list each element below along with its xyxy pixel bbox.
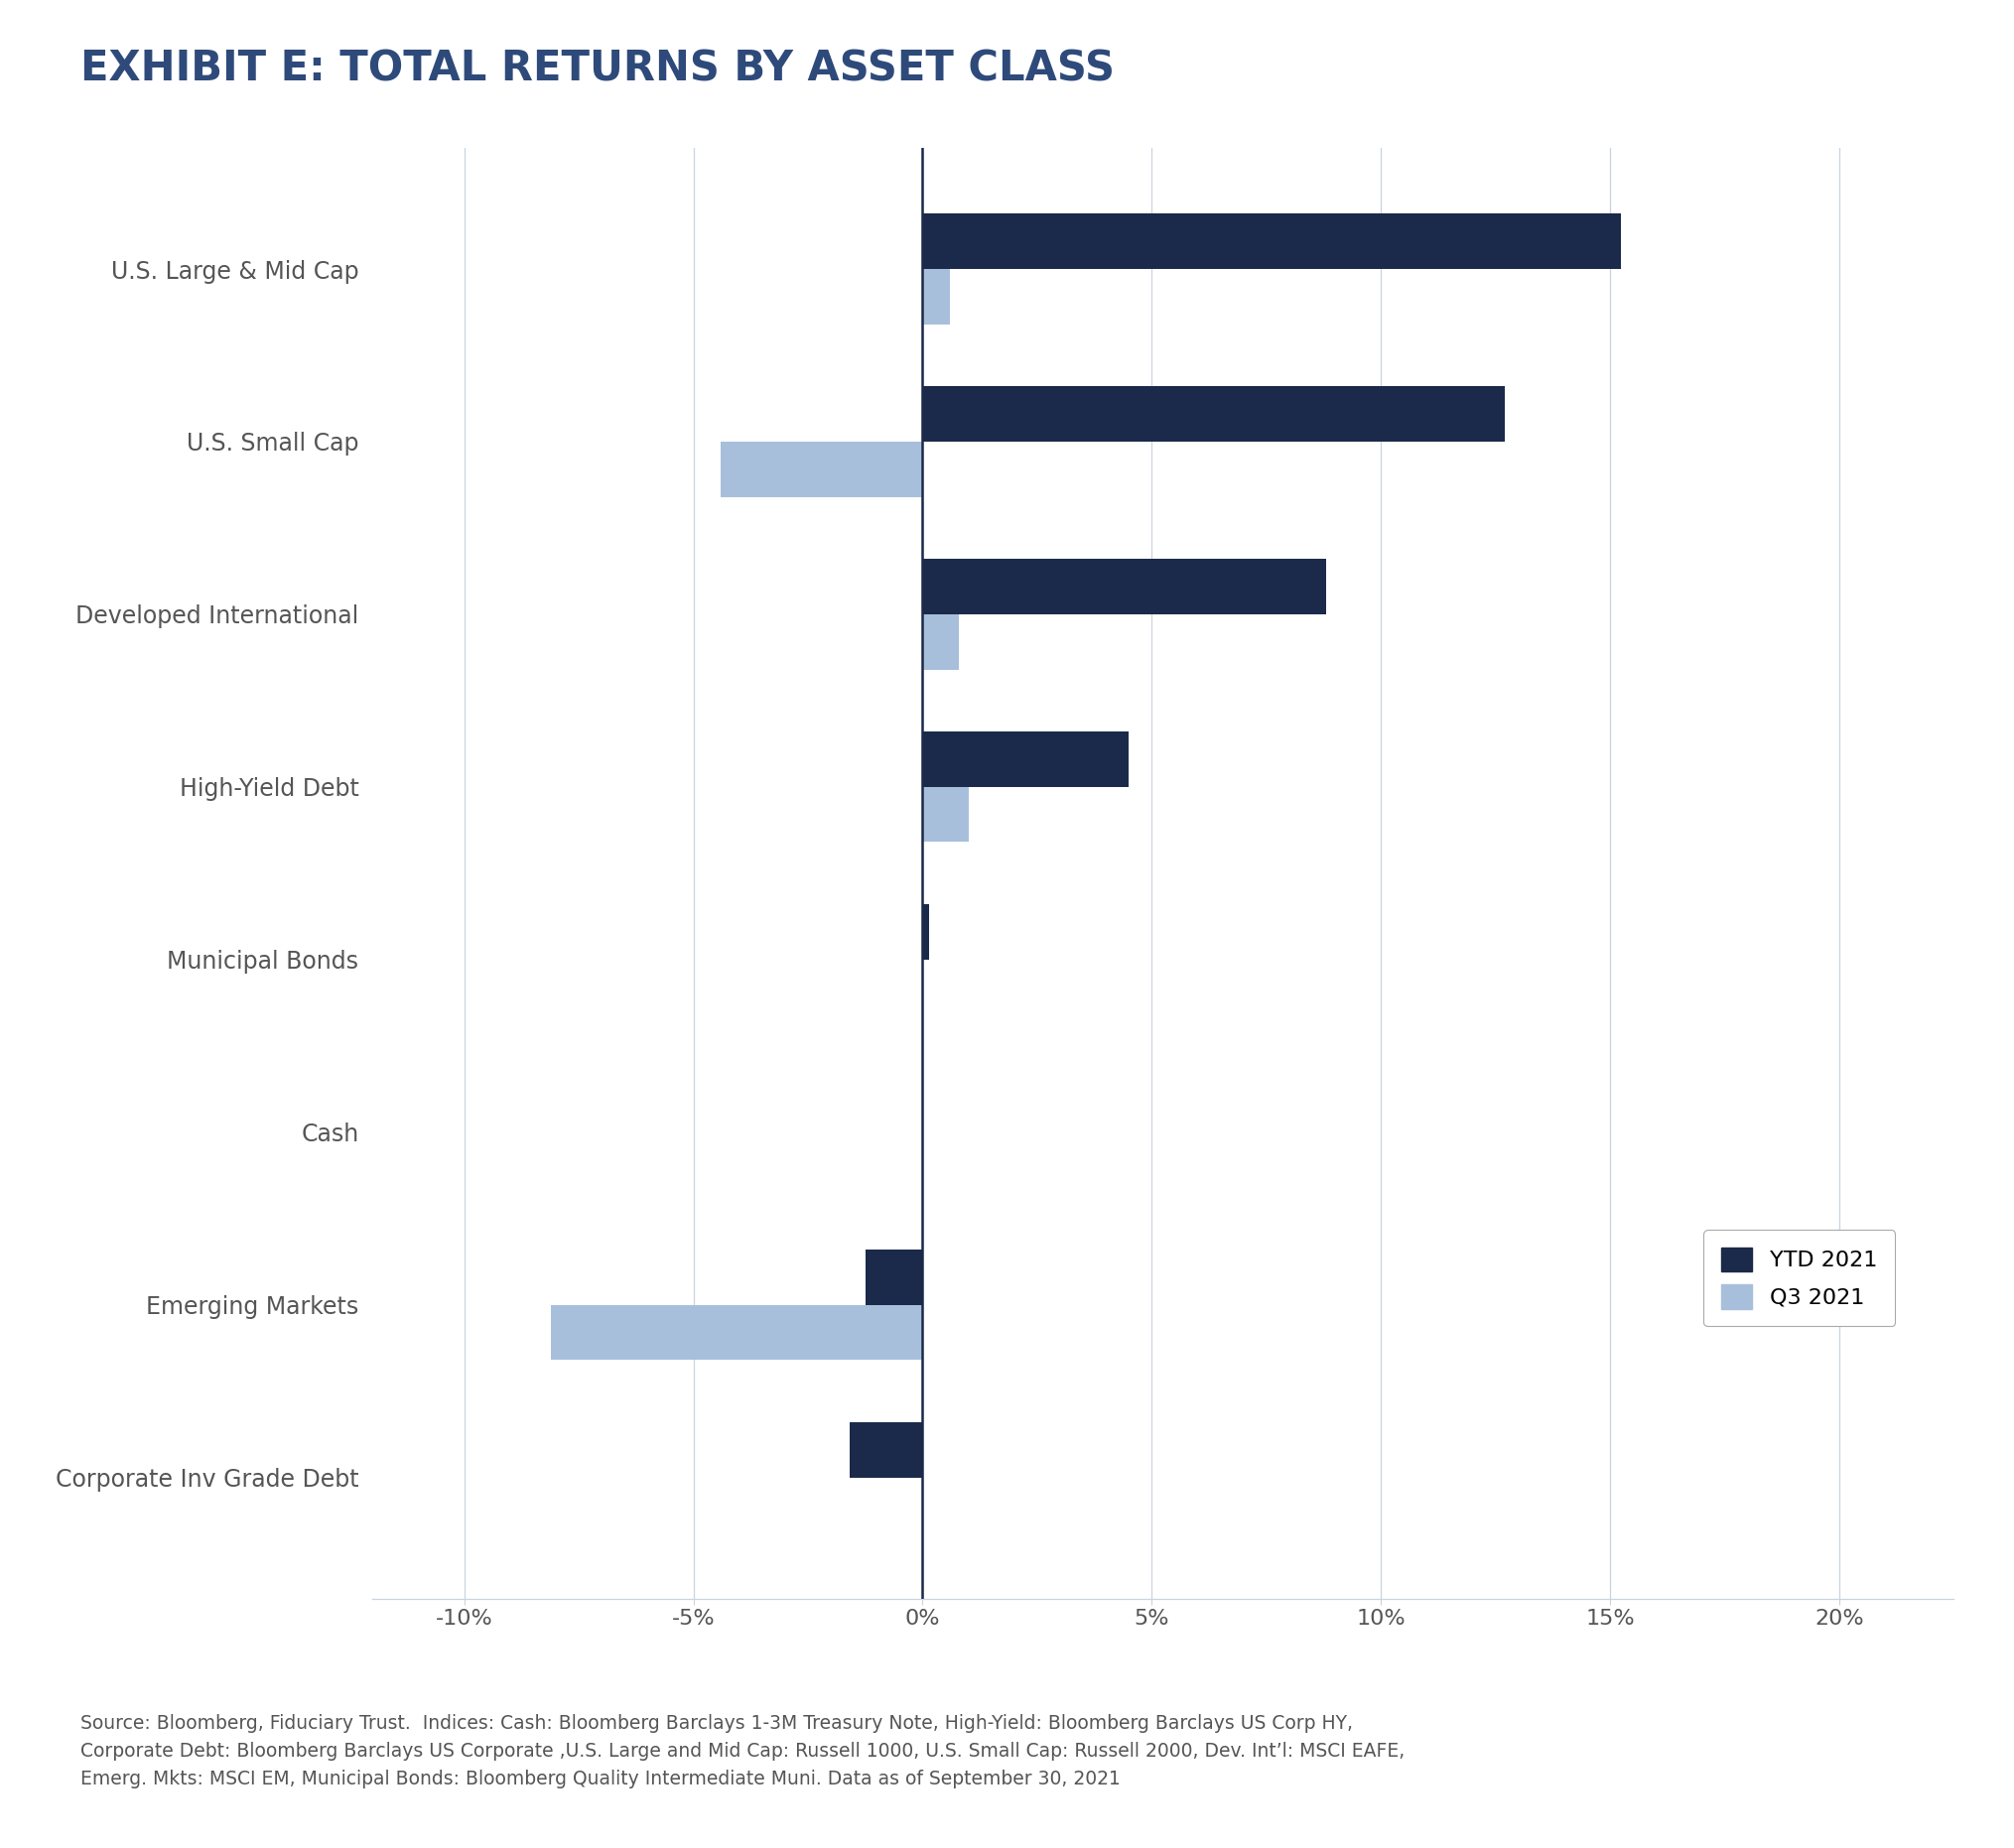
Bar	[922, 386, 1504, 442]
Bar	[866, 1249, 922, 1305]
Bar	[922, 214, 1621, 270]
Bar	[721, 442, 922, 497]
Bar	[922, 270, 951, 323]
Text: Source: Bloomberg, Fiduciary Trust.  Indices: Cash: Bloomberg Barclays 1-3M Trea: Source: Bloomberg, Fiduciary Trust. Indi…	[81, 1715, 1406, 1789]
Bar	[922, 558, 1325, 614]
Bar	[922, 787, 969, 843]
Bar	[922, 732, 1128, 787]
Bar	[552, 1305, 922, 1360]
Bar	[850, 1423, 922, 1477]
Bar	[922, 904, 928, 959]
Bar	[922, 614, 959, 669]
Legend: YTD 2021, Q3 2021: YTD 2021, Q3 2021	[1704, 1229, 1895, 1327]
Text: EXHIBIT E: TOTAL RETURNS BY ASSET CLASS: EXHIBIT E: TOTAL RETURNS BY ASSET CLASS	[81, 48, 1116, 91]
